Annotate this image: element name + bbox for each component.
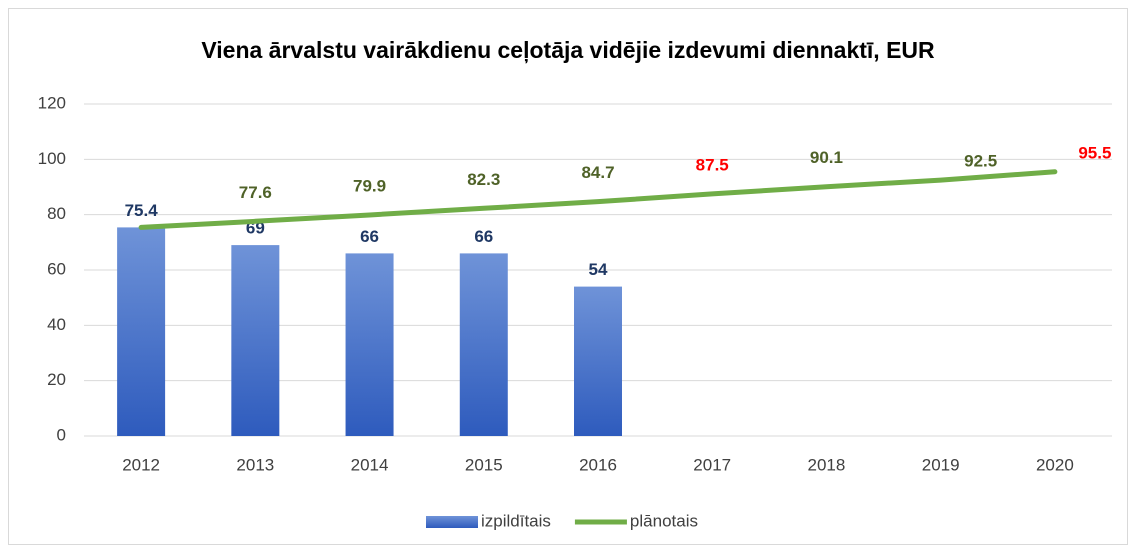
bar <box>231 245 280 436</box>
bar <box>459 253 508 436</box>
bar-value-label: 75.4 <box>125 201 159 220</box>
chart-frame <box>8 8 1128 545</box>
y-tick-label: 0 <box>57 425 66 444</box>
legend-label: izpildītais <box>481 511 551 530</box>
y-tick-label: 80 <box>47 204 66 223</box>
y-tick-label: 120 <box>38 93 66 112</box>
line <box>138 169 1058 230</box>
legend-swatch <box>426 516 478 528</box>
bar-value-label: 66 <box>474 227 493 246</box>
x-tick-label: 2014 <box>351 455 389 474</box>
chart-title: Viena ārvalstu vairākdienu ceļotāja vidē… <box>201 37 935 63</box>
line-value-label: 79.9 <box>353 176 386 195</box>
x-tick-label: 2012 <box>122 455 160 474</box>
line-value-label: 95.5 <box>1078 143 1111 162</box>
x-tick-label: 2019 <box>922 455 960 474</box>
x-tick-label: 2020 <box>1036 455 1074 474</box>
x-tick-label: 2018 <box>808 455 846 474</box>
bar-value-label: 54 <box>589 260 608 279</box>
bar-value-label: 66 <box>360 227 379 246</box>
line-value-label: 92.5 <box>964 152 997 171</box>
legend-label: plānotais <box>630 511 698 530</box>
x-tick-label: 2013 <box>236 455 274 474</box>
line-value-label: 90.1 <box>810 148 843 167</box>
bar <box>345 253 394 436</box>
y-tick-label: 100 <box>38 149 66 168</box>
x-tick-label: 2016 <box>579 455 617 474</box>
bar <box>574 286 622 436</box>
bar <box>117 227 166 436</box>
line-value-label: 82.3 <box>467 170 500 189</box>
y-tick-label: 40 <box>47 315 66 334</box>
line-value-label: 87.5 <box>696 155 729 174</box>
x-tick-label: 2017 <box>693 455 731 474</box>
line-value-label: 84.7 <box>581 163 614 182</box>
y-tick-label: 60 <box>47 259 66 278</box>
line-value-label: 77.6 <box>239 183 272 202</box>
y-tick-label: 20 <box>47 370 66 389</box>
x-tick-label: 2015 <box>465 455 503 474</box>
